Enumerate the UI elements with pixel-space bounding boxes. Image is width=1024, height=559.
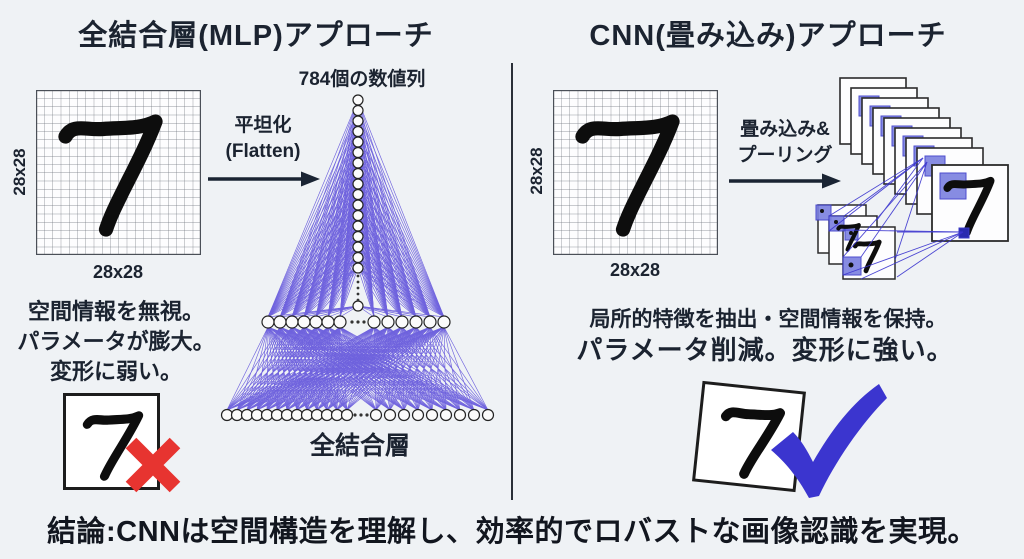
cnn-grid-side-label: 28x28 <box>527 147 546 195</box>
mlp-network-diagram <box>220 94 495 422</box>
mlp-verdict-box <box>63 393 160 490</box>
cnn-feature-maps <box>815 77 1009 280</box>
mlp-title: 全結合層(MLP)アプローチ <box>78 20 434 52</box>
conclusion-text: 結論:CNNは空間構造を理解し、効率的でロバストな画像認識を実現。 <box>47 516 977 548</box>
mlp-caption-line: パラメータが膨大。 <box>17 329 215 354</box>
cnn-caption-line: 局所的特徴を抽出・空間情報を保持。 <box>589 308 947 331</box>
flatten-arrow-label: 平坦化 (Flatten) <box>225 115 301 162</box>
cnn-caption-line: パラメータ削減。変形に強い。 <box>576 335 954 365</box>
panel-divider <box>511 63 513 500</box>
blue-check-icon <box>771 384 887 498</box>
cnn-input-grid <box>553 90 718 255</box>
mlp-caption: 空間情報を無視。 パラメータが膨大。 変形に弱い。 <box>17 297 214 387</box>
mlp-grid-side-label: 28x28 <box>10 148 29 196</box>
network-input-label: 784個の数値列 <box>298 69 426 90</box>
flatten-arrow-icon <box>208 171 320 187</box>
mlp-caption-line: 変形に弱い。 <box>49 359 182 384</box>
conv-pool-arrow-icon <box>729 173 841 189</box>
mlp-input-grid <box>36 90 201 255</box>
red-cross-icon <box>125 437 181 493</box>
cnn-grid-bottom-label: 28x28 <box>609 260 661 280</box>
conv-pool-arrow-label: 畳み込み& プーリング <box>737 119 833 166</box>
mlp-caption-line: 空間情報を無視。 <box>27 299 204 324</box>
mlp-grid-bottom-label: 28x28 <box>92 262 144 282</box>
network-output-label: 全結合層 <box>309 432 410 460</box>
cnn-title: CNN(畳み込み)アプローチ <box>589 20 947 52</box>
